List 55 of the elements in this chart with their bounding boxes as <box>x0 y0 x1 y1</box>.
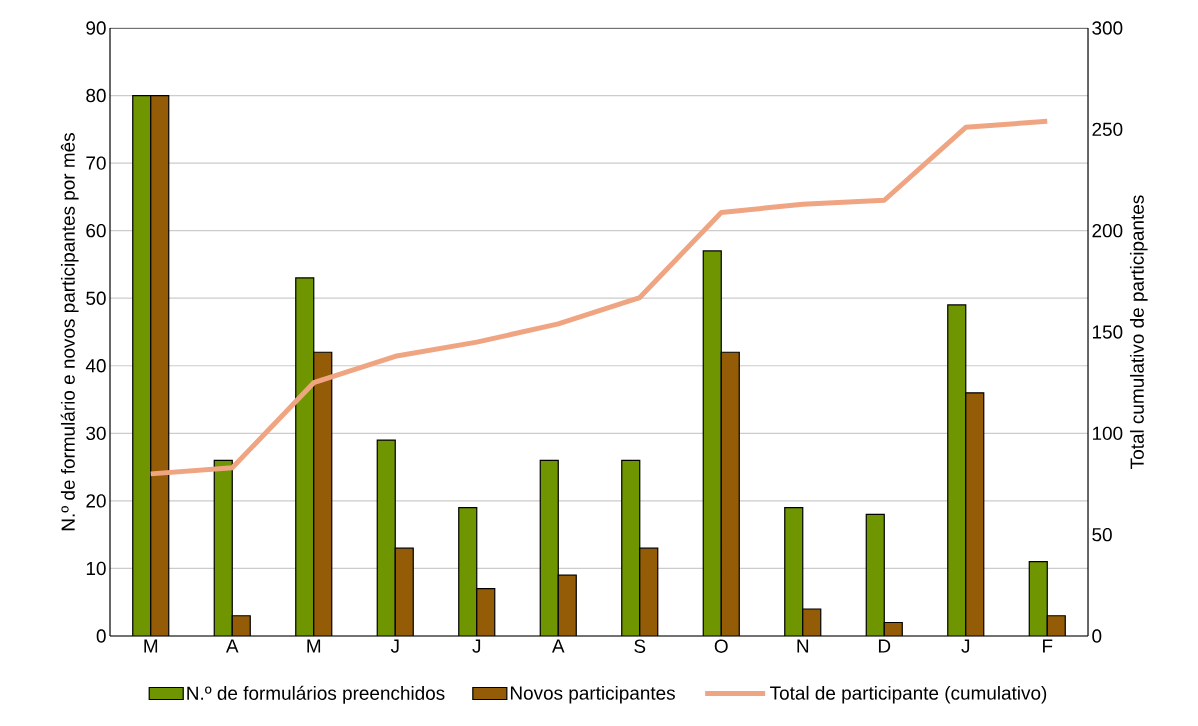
bar <box>458 507 477 636</box>
bar <box>313 352 332 636</box>
x-tick-label: D <box>878 639 891 653</box>
y2-axis-title: Total cumulativo de participantes <box>1129 195 1148 469</box>
bar <box>540 460 559 636</box>
bar <box>965 392 984 636</box>
y-tick-label: 40 <box>85 359 106 373</box>
y-tick-label: 10 <box>86 561 106 576</box>
bar <box>639 548 658 636</box>
y-tick-label: 20 <box>86 494 106 508</box>
x-tick-label: J <box>961 639 970 653</box>
bar <box>947 304 966 636</box>
x-tick-label: M <box>144 639 158 653</box>
x-tick-label: J <box>390 639 399 653</box>
x-tick-label: A <box>551 639 565 653</box>
x-tick-label: O <box>714 639 728 653</box>
bar <box>295 277 314 636</box>
y2-tick-label: 300 <box>1092 21 1123 35</box>
bar <box>395 548 414 636</box>
x-tick-label: N <box>797 639 809 653</box>
y-tick-label: 60 <box>86 223 106 238</box>
bar <box>703 250 722 636</box>
x-tick-label: M <box>307 639 321 653</box>
y2-tick-label: 200 <box>1092 223 1123 238</box>
y-axis-title: N.º de formulário e novos participantes por mês <box>60 133 79 531</box>
bar <box>784 507 803 636</box>
legend-label: Novos participantes <box>510 685 675 704</box>
y2-tick-label: 0 <box>1092 629 1102 643</box>
y2-tick-label: 250 <box>1092 122 1123 137</box>
bar <box>621 460 640 636</box>
bar <box>476 588 495 636</box>
y-tick-label: 30 <box>86 426 106 441</box>
bar <box>1028 561 1048 636</box>
y2-tick-label: 150 <box>1092 325 1123 339</box>
bar <box>721 352 740 636</box>
y-tick-label: 90 <box>86 21 106 35</box>
line-series <box>148 118 1050 477</box>
x-tick-label: J <box>472 639 481 653</box>
bar <box>214 460 233 636</box>
y2-tick-label: 100 <box>1092 426 1123 441</box>
y-tick-label: 70 <box>86 156 106 170</box>
y-tick-label: 80 <box>86 88 106 103</box>
bar <box>558 575 577 636</box>
x-tick-label: S <box>634 639 646 653</box>
y-tick-label: 0 <box>96 629 106 643</box>
bar <box>866 514 885 636</box>
legend-label: N.º de formulários preenchidos <box>187 685 445 704</box>
y-tick-label: 50 <box>86 291 106 305</box>
y2-tick-label: 50 <box>1092 527 1112 542</box>
x-tick-label: A <box>225 639 239 653</box>
x-tick-label: F <box>1043 639 1053 653</box>
legend-label: Total de participante (cumulativo) <box>770 685 1047 704</box>
bar <box>132 95 151 636</box>
bar <box>377 440 396 636</box>
bar <box>150 95 169 636</box>
